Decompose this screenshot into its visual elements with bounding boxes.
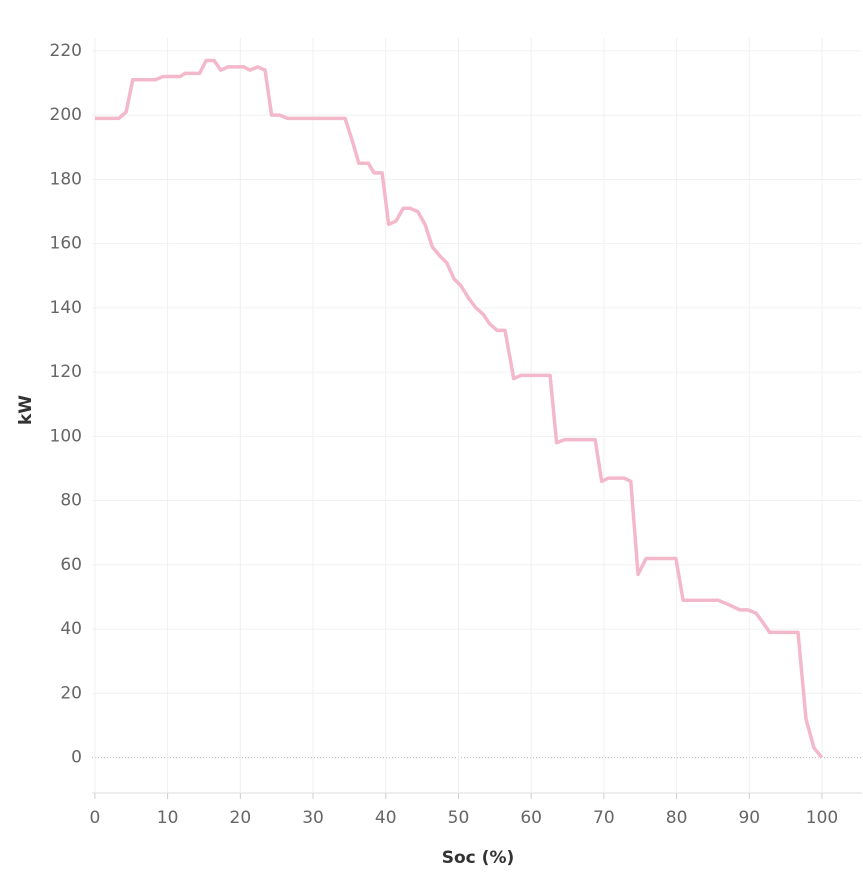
x-tick-label: 40 xyxy=(375,808,397,828)
y-axis-label: kW xyxy=(16,395,36,425)
x-tick-label: 60 xyxy=(520,808,542,828)
y-tick-label: 100 xyxy=(50,426,82,446)
x-tick-label: 90 xyxy=(738,808,760,828)
x-tick-label: 100 xyxy=(806,808,838,828)
y-tick-label: 80 xyxy=(60,491,82,511)
y-tick-label: 140 xyxy=(50,298,82,318)
x-tick-label: 30 xyxy=(302,808,324,828)
x-tick-label: 80 xyxy=(666,808,688,828)
y-tick-label: 120 xyxy=(50,362,82,382)
y-tick-label: 220 xyxy=(50,41,82,61)
x-tick-label: 20 xyxy=(230,808,252,828)
y-tick-label: 20 xyxy=(60,683,82,703)
y-tick-label: 0 xyxy=(71,748,82,768)
y-tick-label: 160 xyxy=(50,234,82,254)
data-line xyxy=(94,58,824,759)
x-tick-label: 70 xyxy=(593,808,615,828)
y-tick-label: 60 xyxy=(60,555,82,575)
x-axis-label: Soc (%) xyxy=(442,848,515,868)
x-tick-label: 0 xyxy=(89,808,100,828)
x-tick-label: 10 xyxy=(157,808,179,828)
y-tick-label: 40 xyxy=(60,619,82,639)
y-tick-label: 180 xyxy=(50,169,82,189)
x-tick-label: 50 xyxy=(448,808,470,828)
y-tick-label: 200 xyxy=(50,105,82,125)
